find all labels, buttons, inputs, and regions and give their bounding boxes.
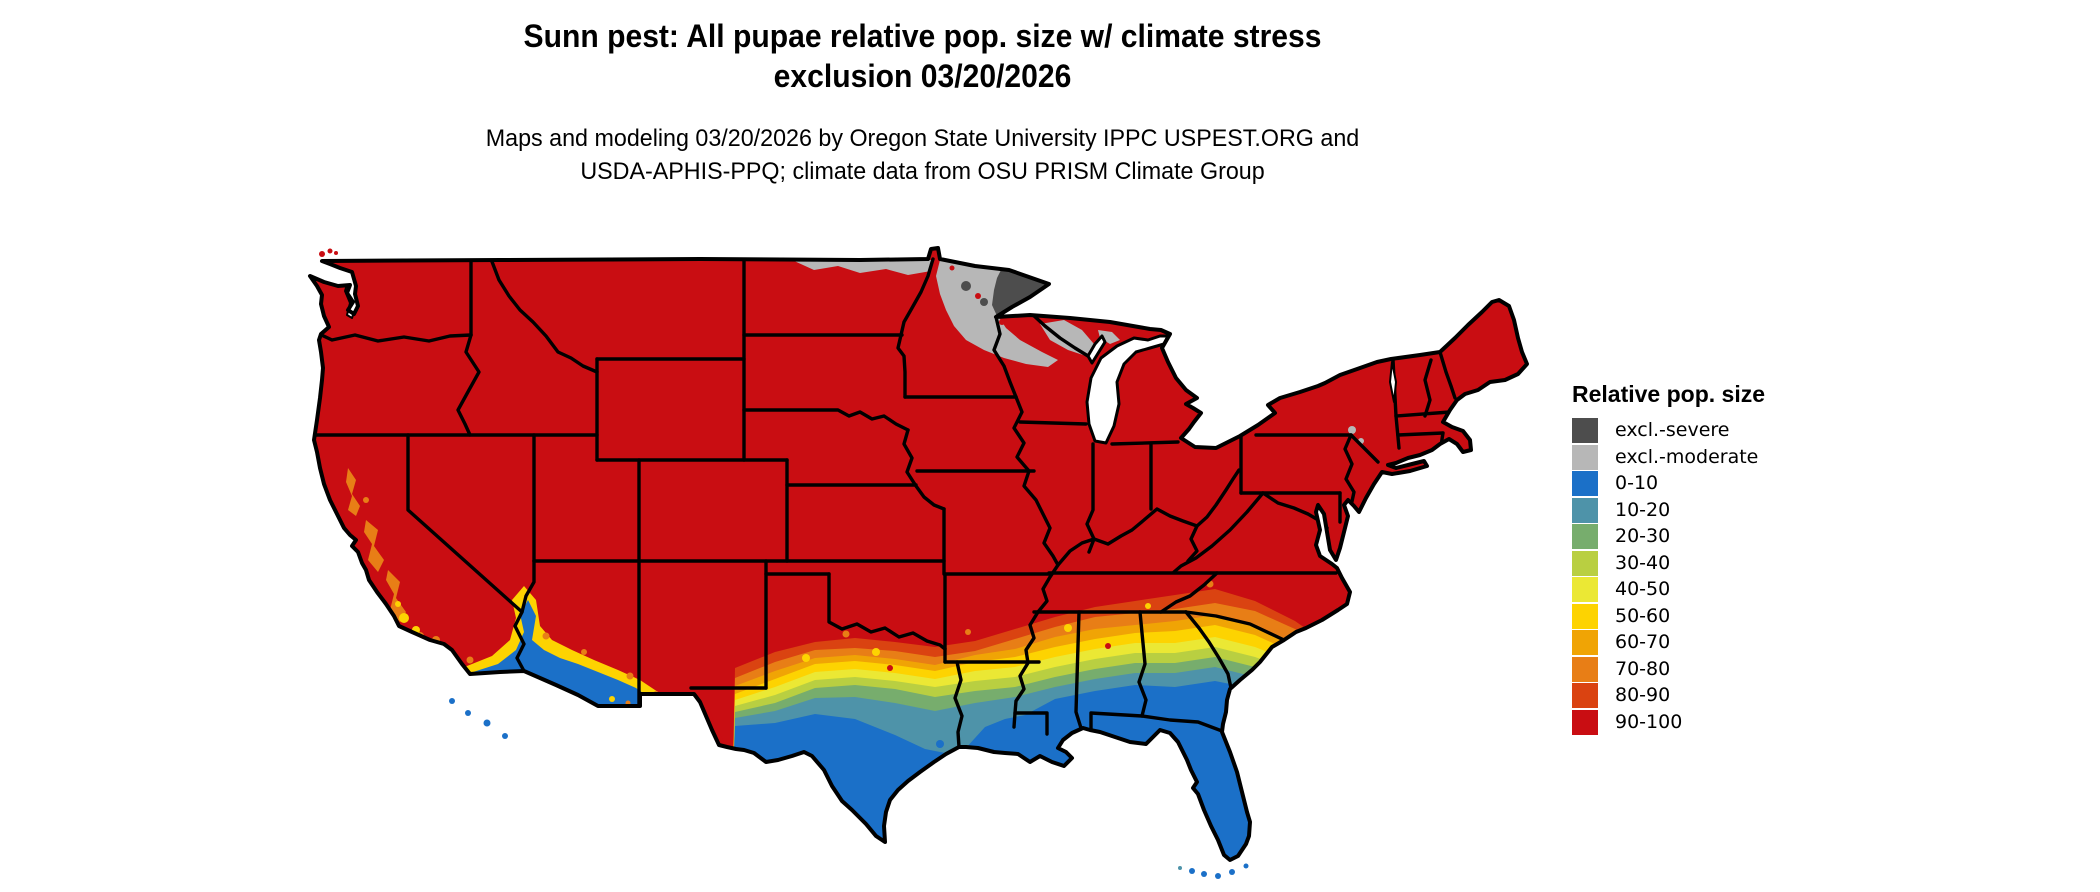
state-borders bbox=[311, 257, 1457, 749]
legend-item-label: 0-10 bbox=[1615, 472, 1659, 494]
legend-item-label: 90-100 bbox=[1615, 710, 1683, 733]
legend-item-label: 80-90 bbox=[1615, 684, 1671, 706]
legend-item-label: excl.-severe bbox=[1615, 419, 1730, 441]
legend-swatch bbox=[1572, 471, 1598, 496]
legend-item: 70-80 bbox=[1572, 656, 1765, 682]
desert-yellow-fringe bbox=[462, 586, 664, 708]
california-yellow-specks bbox=[395, 601, 420, 634]
legend-item: 40-50 bbox=[1572, 577, 1765, 602]
legend-swatch bbox=[1572, 603, 1598, 629]
legend-item: 60-70 bbox=[1572, 630, 1765, 655]
legend-swatch bbox=[1572, 418, 1598, 443]
map-title: Sunn pest: All pupae relative pop. size … bbox=[55, 16, 1789, 96]
legend-swatch bbox=[1572, 683, 1598, 708]
legend-item: 30-40 bbox=[1572, 550, 1765, 576]
legend-swatch bbox=[1572, 709, 1598, 735]
legend-swatch bbox=[1572, 577, 1598, 602]
legend-item: 10-20 bbox=[1572, 497, 1765, 523]
legend-item: excl.-moderate bbox=[1572, 444, 1765, 470]
legend-swatch bbox=[1572, 656, 1598, 682]
legend-item-label: 10-20 bbox=[1615, 498, 1671, 521]
legend-item: 50-60 bbox=[1572, 603, 1765, 629]
map-subtitle: Maps and modeling 03/20/2026 by Oregon S… bbox=[28, 122, 1818, 188]
legend-swatch bbox=[1572, 630, 1598, 655]
green-bay bbox=[1086, 334, 1107, 365]
legend-swatch bbox=[1572, 550, 1598, 576]
offshore-island-dots bbox=[319, 248, 1249, 879]
legend-items: excl.-severe excl.-moderate 0-10 10-20 20-30… bbox=[1572, 418, 1765, 735]
legend-item: 90-100 bbox=[1572, 709, 1765, 735]
legend-item-label: 30-40 bbox=[1615, 551, 1671, 574]
legend-item-label: 20-30 bbox=[1615, 525, 1671, 547]
map-title-line2: exclusion 03/20/2026 bbox=[773, 58, 1072, 94]
legend-item: excl.-severe bbox=[1572, 418, 1765, 443]
legend-title: Relative pop. size bbox=[1572, 381, 1766, 407]
legend-item-label: 50-60 bbox=[1615, 604, 1671, 627]
legend-swatch bbox=[1572, 524, 1598, 549]
legend-item: 80-90 bbox=[1572, 683, 1765, 708]
lake-champlain bbox=[1389, 361, 1397, 403]
california-mottling bbox=[346, 468, 440, 644]
legend-item-label: 40-50 bbox=[1615, 578, 1671, 600]
legend-swatch bbox=[1572, 444, 1598, 470]
map-subtitle-line1: Maps and modeling 03/20/2026 by Oregon S… bbox=[485, 125, 1360, 152]
legend: Relative pop. size excl.-severe excl.-mod… bbox=[1572, 381, 1765, 736]
legend-item: 0-10 bbox=[1572, 471, 1765, 496]
legend-swatch bbox=[1572, 497, 1598, 523]
legend-item-label: 70-80 bbox=[1615, 657, 1671, 680]
legend-item-label: excl.-moderate bbox=[1615, 445, 1759, 468]
map-title-line1: Sunn pest: All pupae relative pop. size … bbox=[523, 18, 1322, 54]
legend-item-label: 60-70 bbox=[1615, 631, 1671, 653]
band-10-20 bbox=[730, 667, 1365, 860]
desert-blue-pocket bbox=[470, 600, 650, 705]
map-subtitle-line2: USDA-APHIS-PPQ; climate data from OSU PR… bbox=[580, 158, 1265, 185]
legend-item: 20-30 bbox=[1572, 524, 1765, 549]
